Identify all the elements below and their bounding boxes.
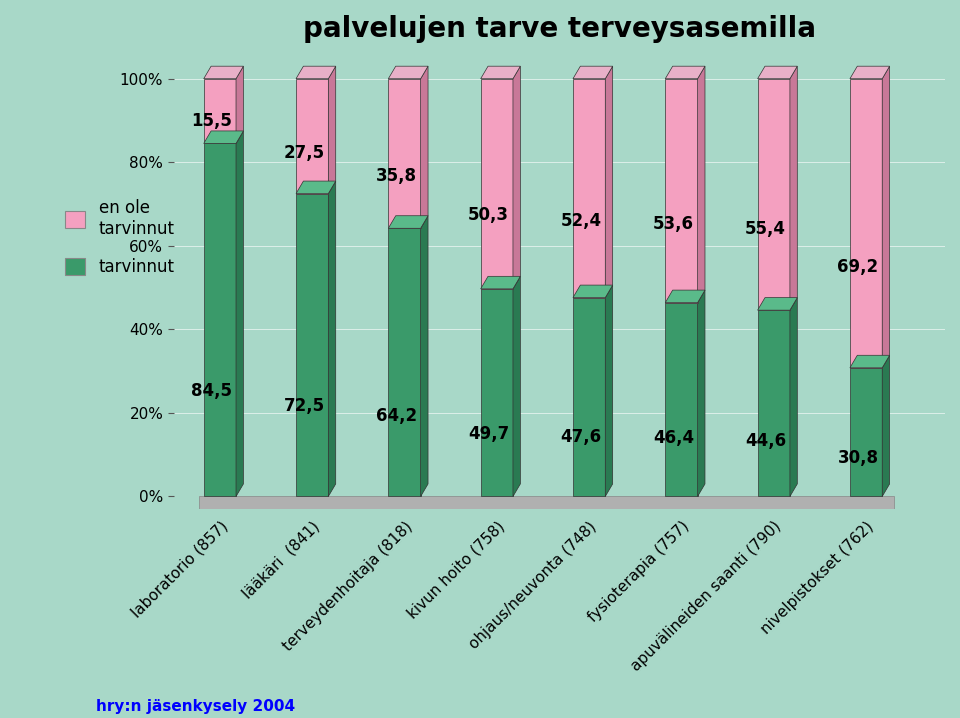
Bar [296, 194, 328, 496]
Polygon shape [328, 66, 336, 194]
Polygon shape [236, 131, 244, 496]
Bar [573, 298, 606, 496]
Text: 52,4: 52,4 [561, 212, 602, 230]
Polygon shape [850, 355, 890, 368]
Text: 53,6: 53,6 [653, 215, 694, 233]
Text: 47,6: 47,6 [561, 428, 602, 446]
Text: 30,8: 30,8 [837, 449, 878, 467]
Polygon shape [790, 66, 798, 310]
Text: 84,5: 84,5 [191, 381, 232, 399]
Bar [389, 228, 420, 496]
Text: 50,3: 50,3 [468, 206, 509, 224]
Bar [481, 79, 513, 289]
Polygon shape [882, 355, 890, 496]
Bar [199, 496, 894, 509]
Polygon shape [790, 298, 798, 496]
Bar [389, 79, 420, 228]
Text: 44,6: 44,6 [745, 432, 786, 449]
Polygon shape [389, 215, 428, 228]
Polygon shape [204, 66, 244, 79]
Polygon shape [850, 66, 890, 79]
Text: 69,2: 69,2 [837, 258, 878, 276]
Polygon shape [296, 181, 336, 194]
Polygon shape [513, 66, 520, 289]
Polygon shape [420, 66, 428, 228]
Bar [665, 79, 698, 302]
Legend: en ole
tarvinnut, tarvinnut: en ole tarvinnut, tarvinnut [59, 192, 181, 283]
Polygon shape [606, 285, 612, 496]
Polygon shape [757, 66, 798, 79]
Text: 35,8: 35,8 [376, 167, 417, 185]
Bar [573, 79, 606, 298]
Polygon shape [757, 298, 798, 310]
Polygon shape [389, 66, 428, 79]
Polygon shape [204, 131, 244, 144]
Polygon shape [665, 66, 705, 79]
Polygon shape [573, 285, 612, 298]
Bar [665, 302, 698, 496]
Title: palvelujen tarve terveysasemilla: palvelujen tarve terveysasemilla [302, 15, 816, 43]
Polygon shape [420, 215, 428, 496]
Text: hry:n jäsenkysely 2004: hry:n jäsenkysely 2004 [96, 699, 295, 714]
Text: 72,5: 72,5 [283, 396, 324, 414]
Polygon shape [236, 66, 244, 144]
Polygon shape [606, 66, 612, 298]
Bar [850, 79, 882, 368]
Polygon shape [665, 290, 705, 302]
Polygon shape [481, 276, 520, 289]
Text: 27,5: 27,5 [283, 144, 324, 162]
Text: 64,2: 64,2 [376, 407, 417, 425]
Polygon shape [481, 66, 520, 79]
Text: 55,4: 55,4 [745, 220, 786, 238]
Polygon shape [882, 66, 890, 368]
Bar [757, 79, 790, 310]
Bar [757, 310, 790, 496]
Polygon shape [573, 66, 612, 79]
Polygon shape [513, 276, 520, 496]
Polygon shape [698, 66, 705, 302]
Text: 46,4: 46,4 [653, 429, 694, 447]
Polygon shape [296, 66, 336, 79]
Text: 49,7: 49,7 [468, 425, 510, 443]
Bar [296, 79, 328, 194]
Bar [850, 368, 882, 496]
Bar [204, 144, 236, 496]
Bar [481, 289, 513, 496]
Polygon shape [328, 181, 336, 496]
Text: 15,5: 15,5 [191, 112, 232, 130]
Bar [204, 79, 236, 144]
Polygon shape [698, 290, 705, 496]
